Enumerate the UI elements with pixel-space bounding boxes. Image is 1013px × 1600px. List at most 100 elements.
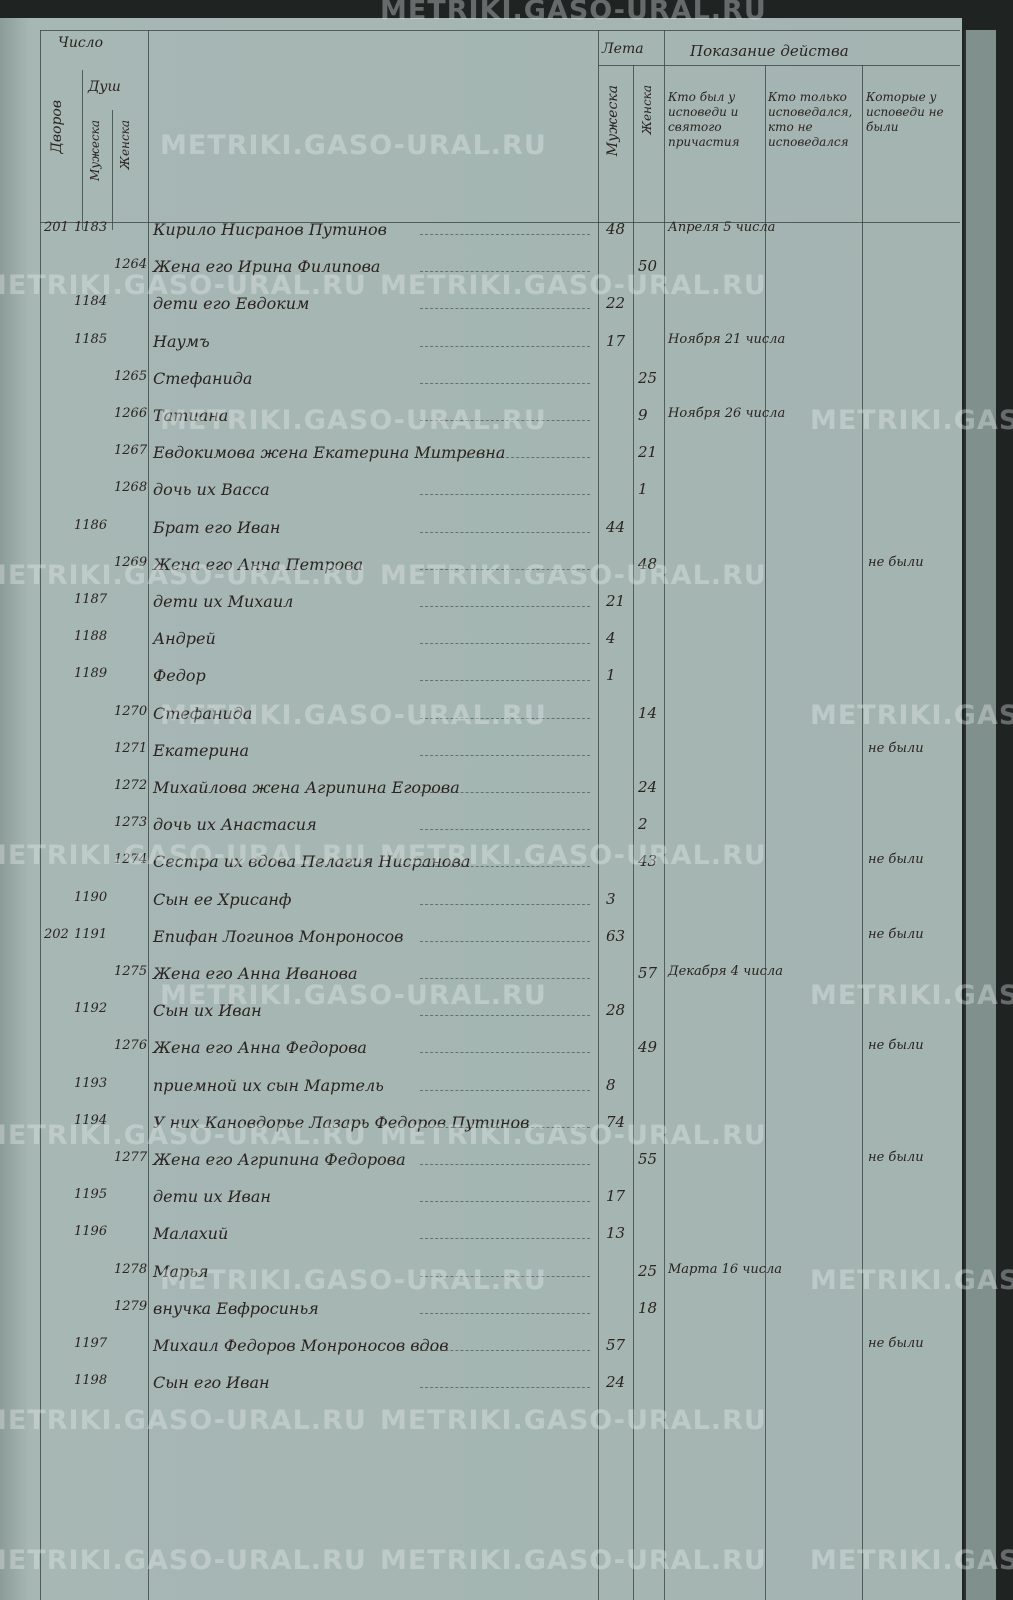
female-soul-number: 1275 (114, 964, 148, 979)
female-soul-number: 1272 (114, 778, 148, 793)
communion-date: Ноября 26 числа (668, 406, 786, 421)
column-rule (112, 110, 113, 230)
person-name: Кирило Нисранов Путинов (153, 220, 387, 239)
age-male: 17 (606, 1187, 626, 1206)
fill-dash (420, 1238, 590, 1240)
age-male: 4 (606, 629, 616, 648)
header-female: Женска (118, 120, 132, 170)
fill-dash (420, 1052, 590, 1054)
absent-note: не были (868, 740, 924, 756)
fill-dash (420, 903, 590, 905)
watermark-text: METRIKI.GASO-URAL.RU (0, 1545, 367, 1576)
fill-dash (420, 234, 590, 235)
person-name: Екатерина (153, 740, 250, 760)
watermark-text: METRIKI.GASO-URAL.RU (810, 405, 1013, 436)
fill-dash (420, 978, 590, 979)
person-name: дети его Евдоким (153, 294, 310, 314)
header-confession: Кто только исповедался, кто не исповедал… (768, 90, 853, 149)
person-name: Епифан Логинов Монроносов (153, 926, 404, 946)
age-female: 55 (638, 1150, 658, 1168)
person-name: Малахий (153, 1224, 229, 1244)
male-soul-number: 1188 (74, 629, 108, 645)
person-name: Жена его Агрипина Федорова (153, 1150, 406, 1169)
age-female: 25 (638, 368, 658, 387)
age-male: 13 (606, 1224, 626, 1243)
watermark-text: METRIKI.GASO-URAL.RU (380, 560, 767, 591)
age-male: 44 (606, 517, 626, 536)
person-name: Татиана (153, 406, 229, 425)
age-female: 24 (638, 778, 658, 796)
register-page (0, 18, 962, 1600)
absent-note: не были (868, 852, 924, 868)
age-male: 48 (606, 220, 626, 238)
absent-note: не были (868, 1038, 924, 1054)
person-name: Жена его Анна Петрова (153, 554, 364, 574)
age-male: 8 (606, 1075, 616, 1094)
age-female: 25 (638, 1261, 658, 1280)
female-soul-number: 1277 (114, 1150, 148, 1165)
row-rule (40, 30, 960, 31)
fill-dash (420, 1387, 590, 1389)
age-female: 48 (638, 554, 658, 573)
fill-dash (420, 829, 590, 831)
watermark-text: METRIKI.GASO-URAL.RU (810, 980, 1013, 1011)
column-rule (633, 65, 634, 1600)
female-soul-number: 1268 (114, 480, 148, 496)
fill-dash (420, 1201, 590, 1203)
absent-note: не были (868, 926, 924, 942)
watermark-text: METRIKI.GASO-URAL.RU (160, 130, 547, 161)
female-soul-number: 1270 (114, 703, 148, 719)
watermark-text: METRIKI.GASO-URAL.RU (380, 270, 767, 301)
absent-note: не были (868, 1336, 924, 1351)
person-name: дети их Иван (153, 1187, 271, 1207)
age-male: 22 (606, 294, 626, 313)
fill-dash (420, 531, 590, 533)
male-soul-number: 1196 (74, 1224, 108, 1240)
watermark-text: METRIKI.GASO-URAL.RU (160, 700, 547, 731)
watermark-text: METRIKI.GASO-URAL.RU (160, 1265, 547, 1296)
male-soul-number: 1184 (74, 294, 108, 310)
header-male: Мужеска (88, 120, 102, 182)
person-name: Евдокимова жена Екатерина Митревна (153, 443, 506, 463)
watermark-text: METRIKI.GASO-URAL.RU (0, 270, 367, 301)
age-male: 57 (606, 1336, 626, 1354)
column-rule (765, 65, 766, 1600)
age-female: 50 (638, 257, 658, 276)
fill-dash (420, 940, 590, 942)
person-name: Жена его Ирина Филипова (153, 257, 381, 277)
age-female: 9 (638, 406, 648, 424)
person-name: дочь их Васса (153, 480, 270, 500)
person-name: Михаил Федоров Монроносов вдов (153, 1336, 449, 1355)
person-name: Сын его Иван (153, 1373, 270, 1393)
fill-dash (420, 792, 590, 793)
male-soul-number: 1193 (74, 1075, 108, 1091)
column-rule (598, 30, 599, 1600)
female-soul-number: 1278 (114, 1261, 148, 1277)
header-age: Лета (602, 41, 644, 57)
person-name: Марья (153, 1261, 209, 1281)
column-rule (40, 30, 41, 1600)
row-rule (598, 65, 960, 66)
age-male: 63 (606, 926, 626, 945)
age-male: 17 (606, 331, 626, 350)
watermark-text: METRIKI.GASO-URAL.RU (160, 405, 547, 436)
person-name: дочь их Анастасия (153, 815, 317, 835)
row-rule (40, 222, 960, 223)
person-name: Андрей (153, 629, 216, 649)
age-female: 21 (638, 443, 658, 462)
fill-dash (420, 1275, 590, 1277)
watermark-text: METRIKI.GASO-URAL.RU (380, 0, 767, 26)
male-soul-number: 1191 (74, 926, 108, 942)
age-male: 21 (606, 592, 626, 610)
fill-dash (420, 345, 590, 347)
person-name: Брат его Иван (153, 517, 281, 537)
female-soul-number: 1274 (114, 852, 148, 868)
fill-dash (420, 382, 590, 384)
age-male: 3 (606, 889, 616, 908)
female-soul-number: 1276 (114, 1038, 148, 1054)
fill-dash (420, 420, 590, 421)
age-female: 2 (638, 815, 648, 834)
fill-dash (420, 1350, 590, 1351)
header-age-female: Женска (640, 85, 654, 135)
watermark-text: METRIKI.GASO-URAL.RU (0, 1405, 367, 1436)
